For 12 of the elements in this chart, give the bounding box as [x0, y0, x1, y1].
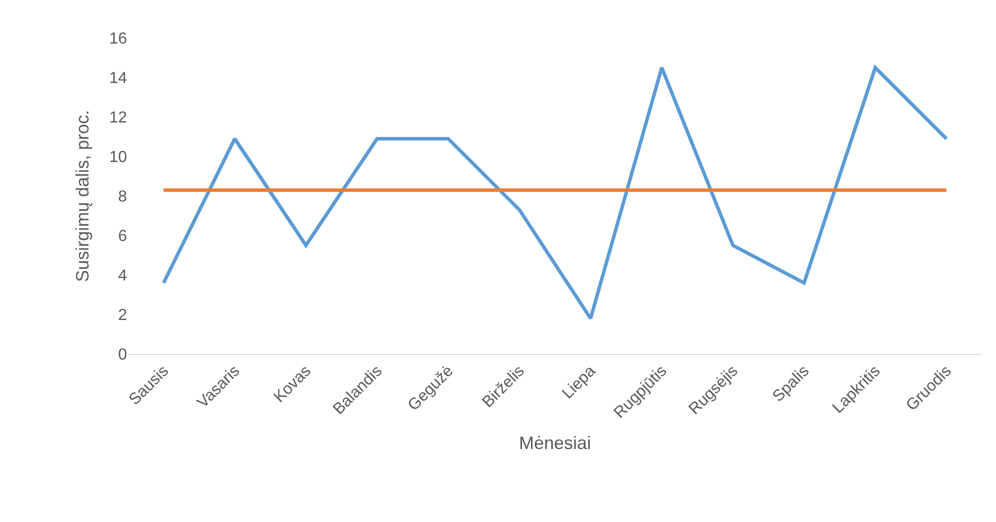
- y-tick-label: 14: [109, 70, 128, 88]
- y-tick-label: 12: [109, 110, 128, 127]
- y-tick-label: 10: [109, 149, 128, 166]
- y-tick-label: 16: [109, 30, 128, 48]
- y-axis-title: Susirgimų dalis, proc.: [72, 110, 92, 282]
- y-tick-label: 0: [118, 346, 128, 364]
- x-axis-title: Mėnesiai: [518, 432, 592, 453]
- y-tick-label: 8: [118, 188, 128, 206]
- line-series: [162, 66, 948, 320]
- y-tick-label: 4: [118, 268, 128, 285]
- y-tick-label: 2: [118, 307, 128, 324]
- y-tick-label: 6: [118, 228, 128, 246]
